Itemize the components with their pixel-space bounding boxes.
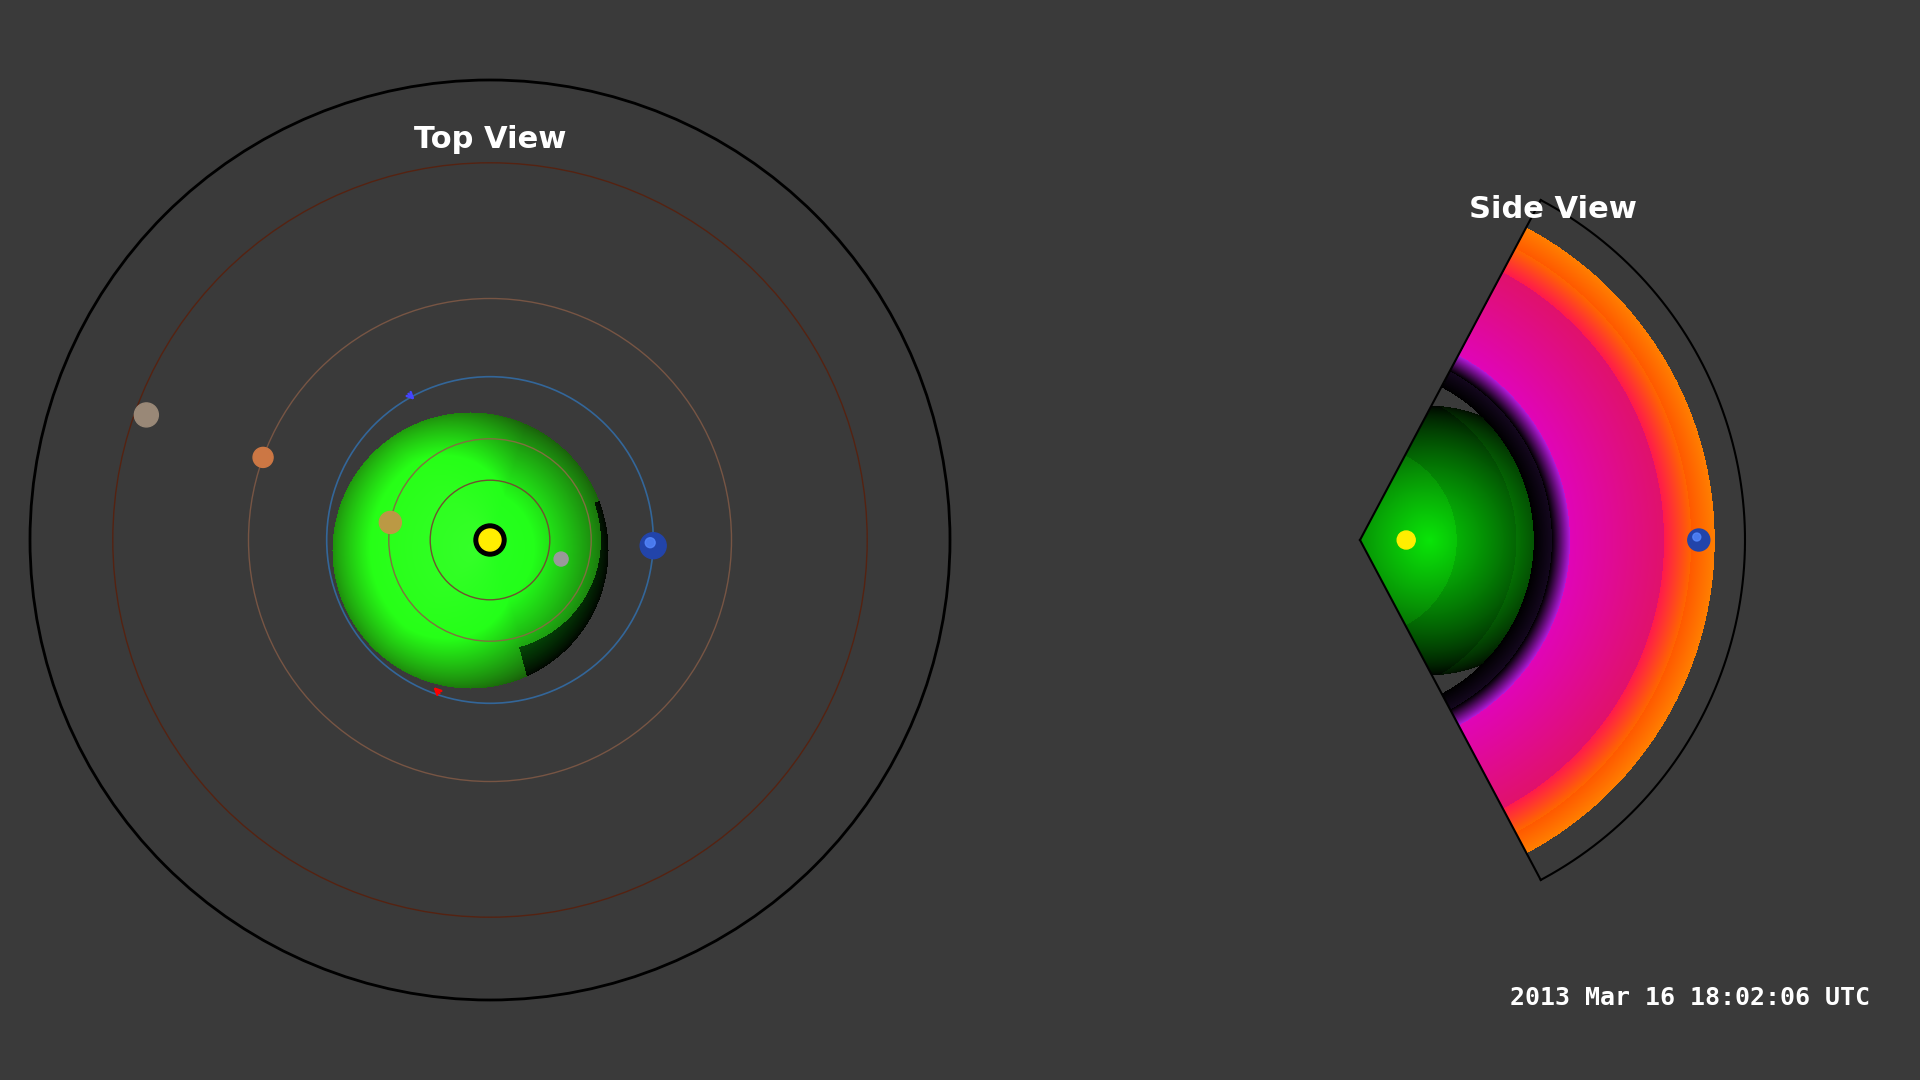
- Circle shape: [645, 538, 655, 548]
- Circle shape: [478, 529, 501, 551]
- Circle shape: [1398, 531, 1415, 549]
- Text: Top View: Top View: [415, 125, 566, 154]
- Circle shape: [134, 403, 157, 427]
- Circle shape: [1688, 529, 1711, 551]
- Circle shape: [555, 552, 568, 566]
- Circle shape: [253, 447, 273, 468]
- Text: Side View: Side View: [1469, 195, 1636, 224]
- Circle shape: [380, 512, 401, 534]
- Circle shape: [1693, 534, 1701, 541]
- Text: 2013 Mar 16 18:02:06 UTC: 2013 Mar 16 18:02:06 UTC: [1509, 986, 1870, 1010]
- Circle shape: [474, 524, 507, 556]
- Circle shape: [639, 532, 666, 558]
